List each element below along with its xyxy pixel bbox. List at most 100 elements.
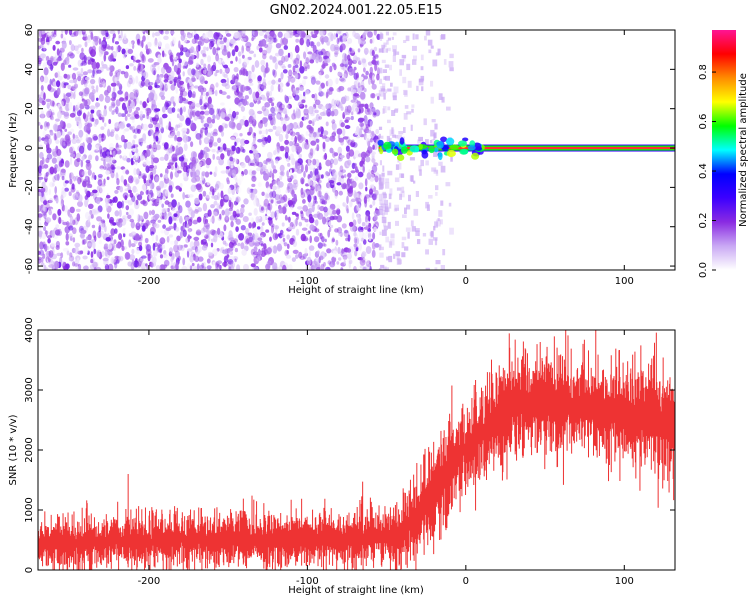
noise-blob	[262, 49, 268, 56]
noise-blob	[165, 66, 172, 74]
noise-fade-blob	[379, 67, 383, 74]
noise-fade-blob	[449, 53, 454, 59]
noise-blob	[40, 187, 46, 193]
noise-blob	[83, 99, 88, 107]
noise-blob	[329, 147, 334, 154]
noise-blob	[308, 245, 315, 251]
noise-blob	[202, 69, 207, 75]
noise-blob	[308, 266, 314, 270]
noise-blob	[336, 208, 341, 216]
noise-blob	[274, 62, 278, 70]
noise-blob	[62, 92, 66, 99]
noise-blob	[345, 116, 351, 121]
noise-blob	[329, 203, 336, 210]
noise-blob	[130, 40, 135, 45]
spectrogram-y-axis-label: Frequency (Hz)	[8, 112, 19, 188]
noise-blob	[68, 191, 72, 196]
noise-blob	[120, 134, 125, 143]
noise-blob	[371, 184, 375, 189]
noise-blob	[43, 138, 50, 145]
noise-blob	[91, 145, 96, 153]
noise-blob	[227, 187, 232, 195]
noise-blob	[195, 229, 202, 236]
noise-blob	[372, 199, 376, 206]
noise-blob	[346, 95, 350, 102]
noise-blob	[336, 227, 343, 234]
noise-blob	[84, 189, 88, 195]
noise-blob	[376, 73, 380, 81]
noise-blob	[141, 53, 145, 60]
noise-blob	[38, 226, 42, 234]
noise-blob	[64, 180, 69, 184]
noise-blob	[220, 78, 227, 84]
noise-blob	[92, 189, 98, 194]
noise-blob	[201, 232, 206, 238]
noise-blob	[202, 53, 207, 57]
noise-blob	[346, 105, 352, 113]
noise-blob	[226, 95, 231, 99]
noise-blob	[340, 122, 345, 128]
noise-blob	[120, 124, 126, 129]
noise-blob	[94, 118, 99, 125]
noise-blob	[261, 206, 264, 211]
noise-blob	[169, 52, 174, 61]
noise-blob	[110, 228, 115, 236]
noise-blob	[211, 118, 215, 124]
noise-blob	[200, 105, 205, 110]
noise-fade-blob	[412, 45, 417, 51]
noise-blob	[138, 245, 143, 252]
noise-blob	[359, 122, 365, 127]
noise-blob	[311, 181, 317, 188]
noise-blob	[195, 45, 200, 53]
spectrogram-noise-layer	[38, 30, 454, 270]
noise-blob	[318, 71, 322, 80]
noise-blob	[163, 74, 169, 79]
noise-blob	[219, 40, 225, 45]
noise-blob	[45, 56, 50, 61]
noise-blob	[193, 266, 198, 270]
noise-blob	[273, 117, 276, 126]
noise-blob	[377, 95, 380, 101]
noise-blob	[50, 109, 55, 116]
noise-blob	[81, 239, 85, 245]
noise-blob	[38, 136, 41, 143]
noise-blob	[363, 153, 369, 158]
signal-line-core	[378, 146, 675, 150]
noise-fade-blob	[425, 267, 430, 270]
noise-blob	[188, 162, 194, 170]
noise-blob	[299, 121, 304, 128]
noise-blob	[222, 143, 227, 151]
noise-fade-blob	[385, 31, 389, 36]
noise-fade-blob	[389, 129, 395, 136]
noise-blob	[80, 79, 84, 86]
noise-blob	[77, 201, 83, 207]
x-tick-label: -200	[138, 576, 161, 587]
noise-blob	[358, 243, 362, 251]
noise-blob	[137, 38, 140, 45]
noise-blob	[88, 83, 94, 91]
noise-blob	[265, 90, 270, 97]
noise-fade-blob	[428, 195, 433, 199]
noise-fade-blob	[404, 246, 409, 251]
noise-fade-blob	[445, 182, 451, 187]
noise-blob	[305, 56, 310, 65]
noise-blob	[204, 80, 208, 85]
noise-blob	[38, 213, 43, 218]
noise-blob	[150, 219, 157, 224]
noise-blob	[318, 116, 323, 120]
noise-blob	[193, 116, 198, 121]
noise-blob	[101, 223, 105, 231]
noise-blob	[191, 102, 196, 110]
colorbar-tick-label: 0.8	[698, 64, 709, 80]
noise-blob	[168, 247, 174, 255]
noise-blob	[38, 230, 43, 239]
noise-blob	[351, 139, 355, 144]
noise-blob	[105, 170, 110, 176]
noise-blob	[129, 218, 135, 223]
noise-blob	[38, 55, 41, 60]
noise-blob	[224, 208, 230, 217]
noise-blob	[40, 85, 44, 91]
noise-blob	[141, 266, 146, 270]
noise-blob	[51, 31, 55, 38]
noise-blob	[84, 211, 91, 220]
